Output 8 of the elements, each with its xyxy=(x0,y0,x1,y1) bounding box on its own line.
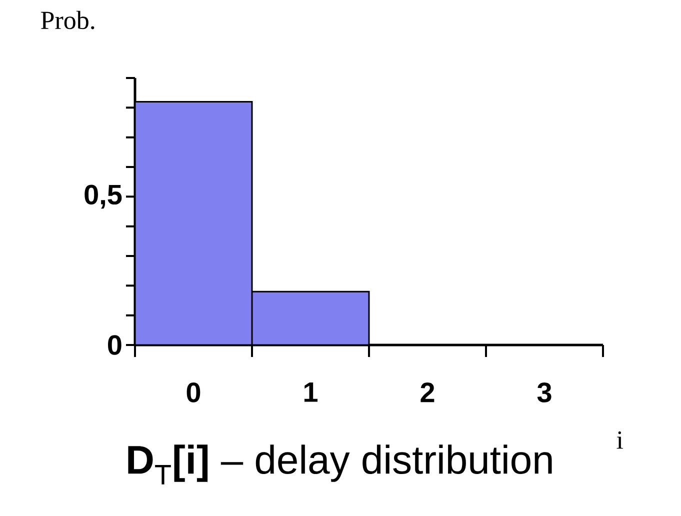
y-axis-title: Prob. xyxy=(41,10,94,30)
text: D$_{T}$[i] – delay distribution xyxy=(128,444,552,484)
x-tick-label: 1 xyxy=(304,382,318,402)
x-tick-label: 0 xyxy=(186,382,200,402)
x-tick-label: 2 xyxy=(420,382,434,402)
y-tick-label: 0,5 xyxy=(84,184,122,209)
x-tick-label: 3 xyxy=(537,382,552,402)
x-axis-title: i xyxy=(616,431,623,449)
